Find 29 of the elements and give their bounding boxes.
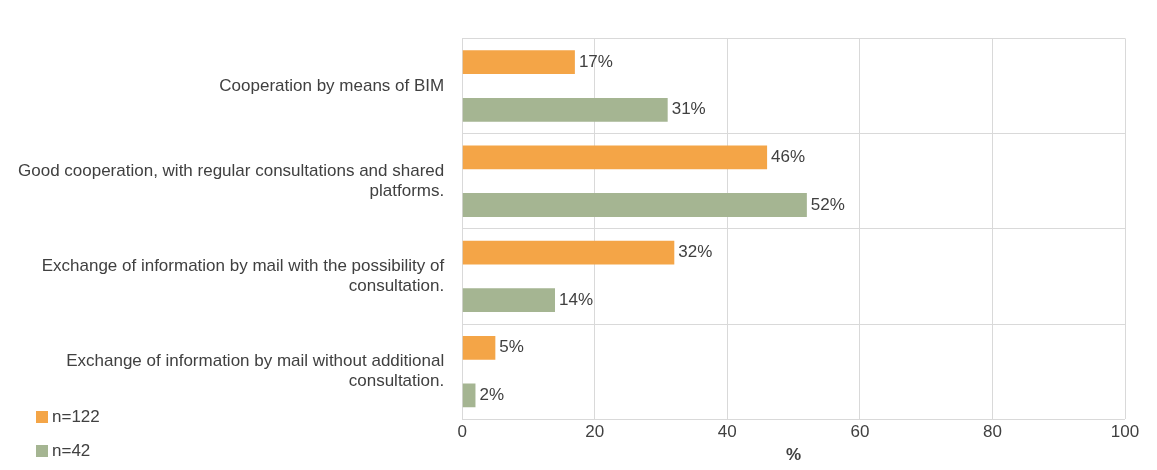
- bar: [462, 145, 768, 170]
- bar: [462, 288, 555, 313]
- data-label: 17%: [578, 51, 613, 71]
- x-tick-label: 80: [982, 422, 1002, 442]
- bar: [462, 193, 807, 217]
- bar: [462, 97, 668, 122]
- data-label: 14%: [559, 289, 594, 309]
- bar: [462, 335, 496, 360]
- x-tick-label: 20: [585, 422, 605, 442]
- data-label: 32%: [678, 242, 713, 262]
- x-axis-title: %: [786, 445, 802, 465]
- y-tick-label: Good cooperation, with regular consultations and shared platforms.: [17, 160, 445, 201]
- bar: [462, 50, 575, 75]
- y-tick-label: Exchange of information by mail with the possibility of consultation.: [41, 255, 445, 296]
- data-label: 5%: [499, 337, 524, 357]
- x-tick-label: 40: [717, 422, 737, 442]
- legend-label: n=42: [52, 441, 91, 461]
- x-tick-label: 100: [1110, 422, 1140, 442]
- data-label: 52%: [810, 194, 845, 214]
- data-label: 2%: [479, 385, 505, 405]
- x-tick-label: 0: [457, 422, 467, 442]
- data-label: 46%: [771, 147, 806, 167]
- legend-label: n=122: [52, 407, 100, 427]
- bar: [462, 383, 476, 408]
- x-tick-label: 60: [850, 422, 870, 442]
- y-tick-label: Cooperation by means of BIM: [219, 75, 445, 95]
- y-tick-label: Exchange of information by mail without additional consultation.: [66, 351, 445, 391]
- data-label: 31%: [671, 99, 706, 119]
- bar: [462, 240, 675, 265]
